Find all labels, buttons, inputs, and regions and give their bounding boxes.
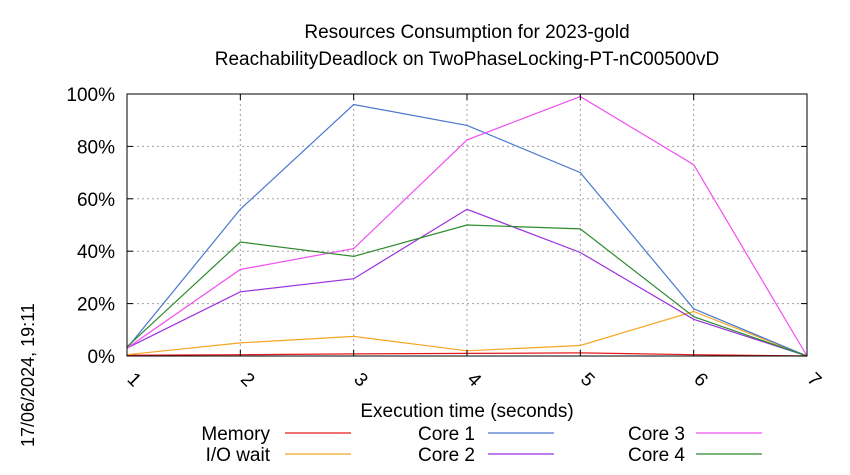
- timestamp: 17/06/2024, 19:11: [18, 303, 38, 447]
- x-tick-label: 7: [803, 369, 825, 391]
- legend-label-core-1: Core 1: [418, 424, 475, 445]
- legend-label-memory: Memory: [201, 424, 270, 445]
- legend-label-core-4: Core 4: [628, 445, 685, 466]
- x-tick-label: 2: [236, 369, 258, 391]
- y-axis: 0% 20% 40% 60% 80% 100%: [66, 85, 807, 368]
- legend-label-core-3: Core 3: [628, 424, 685, 445]
- x-tick-label: 5: [576, 369, 598, 391]
- y-tick-label: 20%: [77, 295, 115, 316]
- series-line-core-1: [126, 103, 808, 357]
- chart-title: Resources Consumption for 2023-gold: [304, 22, 629, 43]
- legend-label-core-2: Core 2: [418, 445, 475, 466]
- x-tick-label: 6: [689, 369, 711, 391]
- y-tick-label: 100%: [66, 85, 115, 106]
- series-line-core-3: [126, 95, 808, 357]
- x-tick-label: 3: [349, 369, 371, 391]
- y-tick-label: 0%: [88, 347, 116, 368]
- y-tick-label: 60%: [77, 190, 115, 211]
- series-line-core-4: [126, 224, 808, 357]
- x-axis: 1 2 3 4 5 6 7: [123, 94, 825, 392]
- legend-label-i-o-wait: I/O wait: [206, 445, 271, 466]
- x-tick-label: 1: [123, 369, 145, 391]
- x-tick-label: 4: [463, 369, 486, 392]
- x-axis-label: Execution time (seconds): [360, 401, 573, 422]
- y-tick-label: 40%: [77, 242, 115, 263]
- series-line-core-2: [126, 208, 808, 357]
- y-tick-label: 80%: [77, 137, 115, 158]
- chart-subtitle: ReachabilityDeadlock on TwoPhaseLocking-…: [215, 49, 720, 70]
